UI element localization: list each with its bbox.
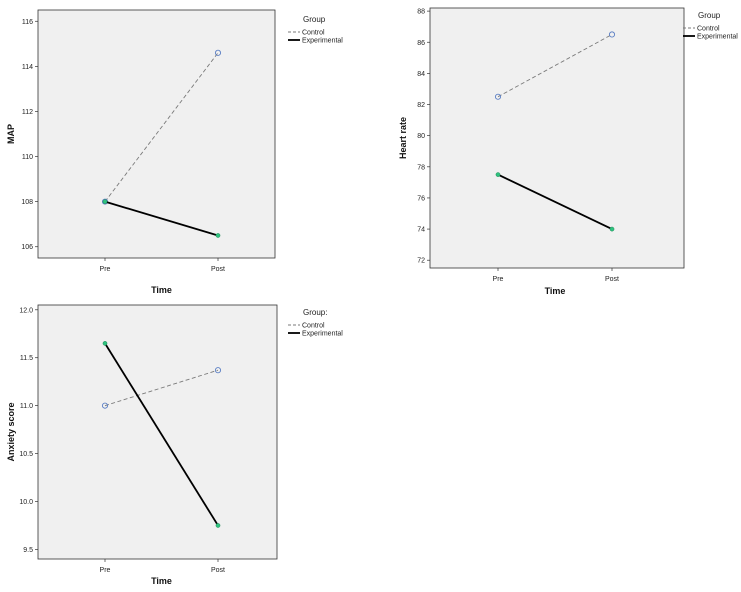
- x-axis-label: Time: [151, 576, 172, 586]
- legend-item-control: Control: [302, 323, 325, 330]
- data-point-control: [101, 402, 109, 409]
- x-tick-label: Pre: [100, 567, 111, 574]
- legend-title: Group: [698, 11, 721, 20]
- x-axis-label: Time: [545, 286, 566, 296]
- data-point-control: [608, 31, 616, 38]
- y-tick-label: 11.0: [20, 403, 33, 410]
- plot-area: [37, 304, 278, 560]
- y-tick-label: 72: [417, 258, 425, 265]
- x-tick-label: Pre: [493, 276, 504, 283]
- chart-3: 9.5 10.0 10.5 11.0 11.5 12.0 Pre Post Time Anxiet…: [6, 304, 343, 586]
- series-line-control: [104, 369, 219, 407]
- y-tick-label: 9.5: [23, 547, 33, 554]
- plot-area: [429, 7, 685, 269]
- y-tick-label: 82: [417, 102, 425, 109]
- y-axis-label: Heart rate: [398, 117, 408, 159]
- legend-item-control: Control: [302, 30, 325, 37]
- x-tick-label: Post: [211, 266, 225, 273]
- y-tick-label: 106: [21, 244, 33, 251]
- y-axis-label: MAP: [6, 124, 16, 144]
- x-axis-label: Time: [151, 285, 172, 295]
- y-tick-label: 112: [22, 109, 33, 116]
- x-tick-label: Post: [605, 276, 619, 283]
- legend-item-experimental: Experimental: [697, 34, 738, 41]
- legend-item-experimental: Experimental: [302, 38, 343, 45]
- data-point-control: [494, 93, 502, 100]
- y-tick-label: 110: [22, 154, 33, 161]
- series-line-experimental: [104, 342, 219, 526]
- y-tick-label: 76: [417, 195, 425, 202]
- data-point-experimental: [215, 523, 221, 528]
- y-tick-label: 114: [22, 64, 33, 71]
- series-line-control: [104, 52, 219, 202]
- series-line-experimental: [497, 173, 613, 230]
- y-axis-label: Anxiety score: [6, 402, 16, 461]
- data-point-experimental: [102, 341, 108, 346]
- chart-1: 106 108 110 112 114 116 Pre Post Time MAP Group Con…: [6, 9, 343, 295]
- y-tick-label: 11.5: [20, 355, 33, 362]
- y-tick-label: 10.5: [19, 451, 33, 458]
- data-point-control: [214, 49, 222, 56]
- y-tick-label: 116: [22, 19, 33, 26]
- legend-title: Group: [303, 15, 326, 24]
- chart-2: 72 74 76 78 80 82 84 86 88 Pre Post Time Heart rate G…: [398, 7, 738, 296]
- y-tick-label: 80: [417, 133, 425, 140]
- legend-item-control: Control: [697, 26, 720, 33]
- data-point-experimental: [495, 172, 501, 177]
- y-tick-label: 108: [21, 199, 33, 206]
- data-point-experimental: [215, 233, 221, 238]
- y-tick-label: 84: [417, 71, 425, 78]
- data-point-control: [214, 367, 222, 374]
- y-tick-label: 88: [417, 9, 425, 16]
- legend-title: Group:: [303, 308, 327, 317]
- legend-item-experimental: Experimental: [302, 331, 343, 338]
- y-tick-label: 74: [417, 227, 425, 234]
- y-tick-label: 86: [417, 40, 425, 47]
- data-point-experimental: [102, 199, 108, 204]
- data-point-experimental: [609, 226, 615, 232]
- x-tick-label: Pre: [100, 266, 111, 273]
- x-tick-label: Post: [211, 567, 225, 574]
- series-line-control: [497, 34, 613, 98]
- y-tick-label: 10.0: [19, 499, 33, 506]
- y-tick-label: 78: [417, 164, 425, 171]
- y-tick-label: 12.0: [19, 307, 33, 314]
- series-line-experimental: [104, 200, 219, 237]
